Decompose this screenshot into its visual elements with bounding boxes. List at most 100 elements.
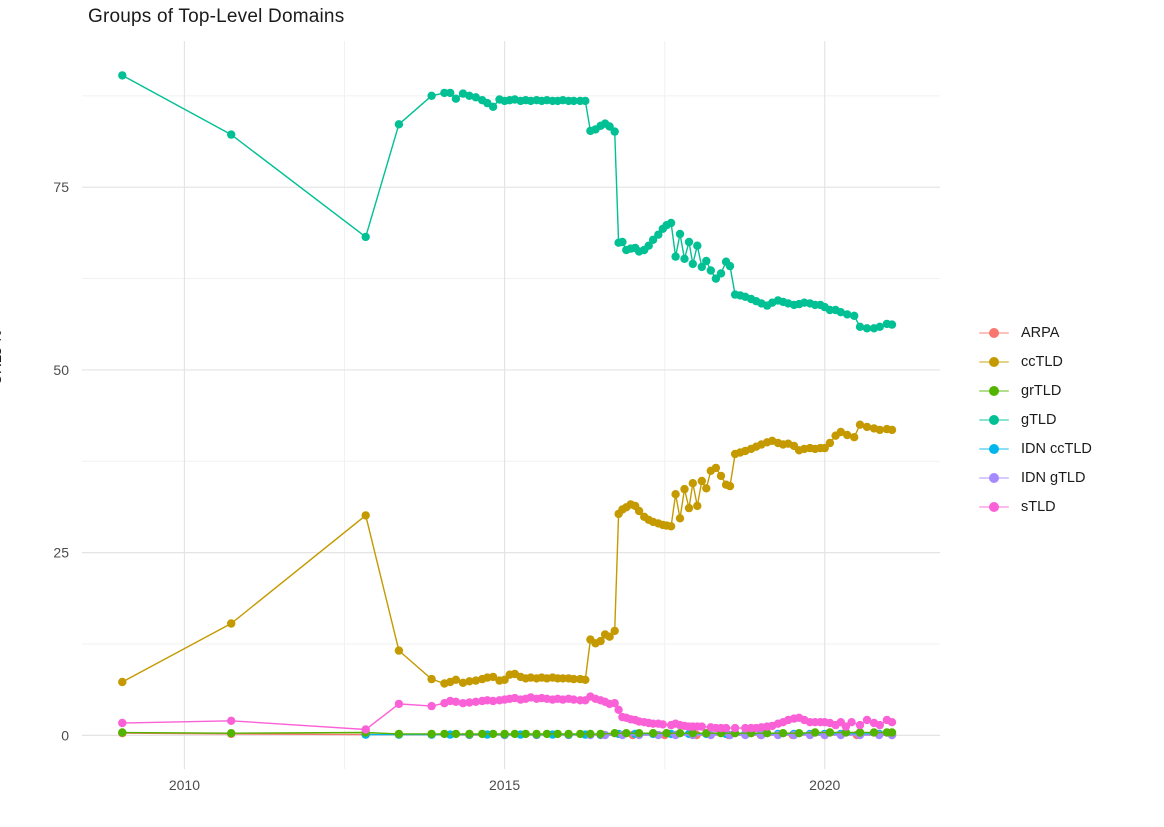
data-point-gtld [711, 274, 721, 283]
data-point-gtld [702, 256, 711, 266]
data-point-grtld [427, 729, 436, 739]
x-tick-label: 2015 [489, 777, 520, 793]
data-point-gtld [610, 127, 619, 136]
data-point-grtld [488, 729, 498, 739]
y-tick-label: 25 [53, 545, 69, 561]
data-point-gtld [458, 89, 468, 98]
data-point-grtld [887, 728, 897, 737]
data-point-stld [658, 720, 667, 729]
data-point-stld [610, 699, 619, 708]
legend-item: IDN ccTLD [979, 434, 1092, 463]
legend-item: ARPA [979, 318, 1092, 347]
data-point-grtld [825, 728, 835, 737]
data-point-gtld [725, 261, 735, 271]
data-point-stld [427, 701, 436, 711]
data-point-cctld [634, 506, 644, 516]
data-point-cctld [711, 463, 721, 473]
data-point-cctld [227, 619, 236, 628]
data-point-grtld [855, 728, 865, 737]
data-point-grtld [778, 729, 788, 738]
x-tick-label: 2010 [169, 777, 200, 793]
legend-item: gTLD [979, 405, 1092, 434]
data-point-grtld [648, 729, 658, 738]
legend-item-label: sTLD [1021, 498, 1056, 515]
data-point-cctld [697, 476, 706, 486]
data-point-stld [847, 718, 856, 727]
legend-item: sTLD [979, 492, 1092, 521]
data-point-gtld [706, 266, 715, 275]
data-point-gtld [465, 91, 474, 101]
data-point-grtld [869, 728, 879, 737]
data-point-gtld [427, 91, 436, 101]
data-point-stld [451, 697, 461, 706]
data-point-grtld [622, 729, 631, 738]
data-point-stld [730, 723, 740, 733]
data-point-cctld [675, 514, 685, 523]
data-point-gtld [843, 310, 852, 319]
data-point-cctld [596, 636, 605, 646]
data-point-cctld [820, 443, 829, 453]
data-point-gtld [716, 269, 726, 278]
series-line-cctld [121, 423, 893, 685]
data-point-gtld [440, 88, 449, 98]
data-point-gtld [446, 88, 455, 98]
legend-item-label: ARPA [1021, 324, 1060, 341]
data-point-cctld [488, 672, 498, 682]
data-point-stld [741, 723, 750, 733]
data-point-grtld [634, 729, 644, 738]
data-point-gtld [451, 94, 461, 103]
data-point-gtld [654, 230, 663, 239]
legend-item-label: gTLD [1021, 411, 1057, 428]
data-point-gtld [648, 235, 658, 244]
data-point-grtld [675, 729, 685, 738]
data-point-stld [614, 705, 623, 714]
data-point-stld [227, 716, 236, 725]
data-point-gtld [605, 122, 614, 131]
data-point-grtld [532, 729, 541, 739]
data-point-gtld [581, 96, 590, 106]
legend-key-icon [979, 414, 1009, 426]
data-point-cctld [581, 675, 590, 684]
data-point-cctld [887, 425, 897, 435]
data-point-grtld [702, 729, 711, 738]
legend-item-label: grTLD [1021, 382, 1062, 399]
x-tick-label: 2020 [809, 777, 840, 793]
data-point-grtld [586, 729, 595, 739]
data-point-cctld [725, 481, 735, 491]
data-point-gtld [887, 320, 897, 329]
data-point-cctld [471, 676, 480, 685]
data-point-cctld [680, 484, 689, 494]
data-point-stld [862, 715, 872, 725]
data-point-stld [361, 725, 370, 734]
legend-key-icon [979, 443, 1009, 455]
data-point-grtld [394, 729, 404, 739]
data-point-gtld [569, 96, 578, 106]
data-point-grtld [451, 729, 461, 739]
data-point-grtld [510, 729, 519, 739]
data-point-stld [118, 718, 127, 728]
data-point-grtld [662, 729, 671, 738]
data-point-stld [471, 697, 480, 706]
data-point-grtld [596, 729, 605, 739]
data-point-gtld [675, 229, 685, 239]
legend-item-label: IDN ccTLD [1021, 440, 1092, 457]
data-point-gtld [394, 120, 404, 129]
data-point-cctld [843, 430, 852, 440]
y-tick-label: 75 [53, 179, 69, 195]
data-point-cctld [500, 675, 509, 684]
y-tick-label: 0 [61, 727, 69, 743]
data-point-grtld [440, 729, 449, 739]
data-point-stld [841, 722, 851, 731]
data-point-gtld [850, 311, 859, 320]
data-point-cctld [394, 646, 404, 655]
data-point-gtld [488, 102, 498, 112]
data-point-cctld [693, 501, 702, 511]
legend-item: grTLD [979, 376, 1092, 405]
data-point-cctld [825, 438, 835, 448]
data-point-cctld [118, 677, 127, 687]
chart-title: Groups of Top-Level Domains [88, 6, 345, 27]
series-line-gtld [121, 74, 893, 329]
data-point-stld [458, 699, 468, 708]
